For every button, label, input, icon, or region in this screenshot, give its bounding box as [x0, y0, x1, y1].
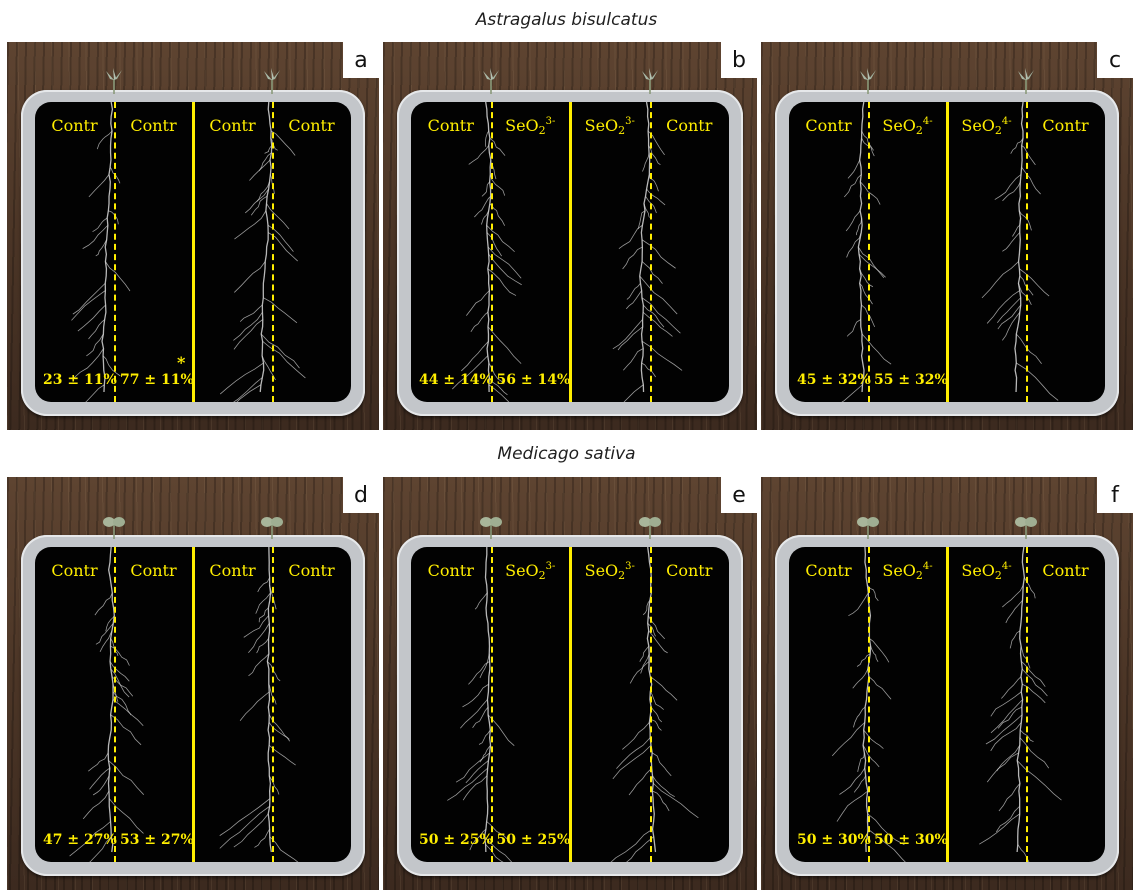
quadrant-label: Contr: [288, 116, 335, 135]
dashed-divider: [490, 102, 493, 402]
panel-b: b Contr SeO23- SeO23- Contr 44 ± 14% 56 ± 14%: [383, 42, 757, 430]
quadrant-label: Contr: [51, 116, 98, 135]
petri-dish: Contr SeO23- SeO23- Contr 50 ± 25% 50 ± 25%: [397, 535, 743, 876]
seedling-shoot: [479, 513, 503, 539]
seedling-shoot: [260, 68, 284, 94]
significance-marker: *: [177, 353, 186, 372]
right-percentage: 53 ± 27%: [120, 832, 194, 848]
seedling-shoot: [102, 513, 126, 539]
solid-divider: [569, 547, 572, 862]
panel-letter: b: [721, 42, 757, 78]
quadrant-label: SeO23-: [505, 561, 556, 582]
agar-plate: Contr SeO24- SeO24- Contr 50 ± 30% 50 ± 30%: [789, 547, 1105, 862]
dashed-divider: [1026, 102, 1028, 402]
panel-letter: f: [1097, 477, 1133, 513]
left-percentage: 50 ± 30%: [797, 832, 871, 848]
agar-plate: Contr SeO23- SeO23- Contr 44 ± 14% 56 ± 14%: [411, 102, 729, 402]
dashed-divider: [649, 102, 652, 402]
panel-letter: d: [343, 477, 379, 513]
right-percentage: 55 ± 32%: [874, 372, 948, 388]
dashed-divider: [649, 547, 652, 862]
quadrant-label: Contr: [288, 561, 335, 580]
quadrant-label: SeO23-: [584, 561, 635, 582]
quadrant-label: Contr: [1042, 116, 1089, 135]
dashed-divider: [272, 102, 274, 402]
dashed-divider: [868, 102, 870, 402]
dashed-divider: [1026, 547, 1028, 862]
quadrant-label: Contr: [130, 116, 177, 135]
root-systems: [71, 102, 306, 402]
quadrant-label: Contr: [427, 116, 474, 135]
panel-f: f Contr SeO24- SeO24- Contr 50 ± 30% 50 ± 30%: [761, 477, 1133, 890]
solid-divider: [946, 102, 949, 402]
panel-letter: a: [343, 42, 379, 78]
left-percentage: 47 ± 27%: [43, 832, 117, 848]
quadrant-label: SeO24-: [961, 561, 1012, 582]
solid-divider: [569, 102, 572, 402]
panel-a: a Contr Contr Contr Contr 23 ± 11% 77 ± 11% *: [7, 42, 379, 430]
agar-plate: Contr SeO23- SeO23- Contr 50 ± 25% 50 ± 25%: [411, 547, 729, 862]
agar-plate: Contr SeO24- SeO24- Contr 45 ± 32% 55 ± 32%: [789, 102, 1105, 402]
quadrant-label: Contr: [666, 561, 713, 580]
petri-dish: Contr Contr Contr Contr 23 ± 11% 77 ± 11% *: [21, 90, 365, 416]
quadrant-label: Contr: [1042, 561, 1089, 580]
quadrant-label: Contr: [805, 116, 852, 135]
panel-letter: c: [1097, 42, 1133, 78]
quadrant-label: Contr: [51, 561, 98, 580]
seedling-shoot: [638, 513, 662, 539]
right-percentage: 77 ± 11%: [120, 372, 194, 388]
right-percentage: 50 ± 25%: [496, 832, 571, 848]
quadrant-label: Contr: [666, 116, 713, 135]
root-systems: [841, 102, 1059, 402]
panel-d: d Contr Contr Contr Contr 47 ± 27% 53 ± 27%: [7, 477, 379, 890]
solid-divider: [192, 547, 195, 862]
dashed-divider: [490, 547, 493, 862]
seedling-shoot: [638, 68, 662, 94]
seedling-shoot: [260, 513, 284, 539]
petri-dish: Contr SeO23- SeO23- Contr 44 ± 14% 56 ± 14%: [397, 90, 743, 416]
right-percentage: 56 ± 14%: [496, 372, 571, 388]
petri-dish: Contr SeO24- SeO24- Contr 45 ± 32% 55 ± 32%: [775, 90, 1119, 416]
seedling-shoot: [856, 513, 880, 539]
dashed-divider: [868, 547, 870, 862]
seedling-shoot: [102, 68, 126, 94]
quadrant-label: Contr: [130, 561, 177, 580]
quadrant-label: SeO24-: [882, 561, 933, 582]
right-percentage: 50 ± 30%: [874, 832, 948, 848]
seedling-shoot: [1014, 513, 1038, 539]
solid-divider: [192, 102, 195, 402]
species-title-astragalus: Astragalus bisulcatus: [475, 10, 658, 30]
left-percentage: 23 ± 11%: [43, 372, 117, 388]
dashed-divider: [114, 102, 116, 402]
panel-letter: e: [721, 477, 757, 513]
quadrant-label: Contr: [209, 561, 256, 580]
quadrant-label: Contr: [427, 561, 474, 580]
petri-dish: Contr SeO24- SeO24- Contr 50 ± 30% 50 ± 30%: [775, 535, 1119, 876]
left-percentage: 50 ± 25%: [419, 832, 493, 848]
solid-divider: [946, 547, 949, 862]
seedling-shoot: [856, 68, 880, 94]
petri-dish: Contr Contr Contr Contr 47 ± 27% 53 ± 27%: [21, 535, 365, 876]
left-percentage: 45 ± 32%: [797, 372, 871, 388]
seedling-shoot: [479, 68, 503, 94]
dashed-divider: [272, 547, 274, 862]
left-percentage: 44 ± 14%: [419, 372, 493, 388]
panel-e: e Contr SeO23- SeO23- Contr 50 ± 25% 50 ± 25%: [383, 477, 757, 890]
quadrant-label: SeO24-: [882, 116, 933, 137]
quadrant-label: SeO24-: [961, 116, 1012, 137]
agar-plate: Contr Contr Contr Contr 47 ± 27% 53 ± 27%: [35, 547, 351, 862]
quadrant-label: SeO23-: [505, 116, 556, 137]
quadrant-label: Contr: [209, 116, 256, 135]
species-title-medicago: Medicago sativa: [497, 444, 636, 464]
dashed-divider: [114, 547, 116, 862]
agar-plate: Contr Contr Contr Contr 23 ± 11% 77 ± 11% *: [35, 102, 351, 402]
quadrant-label: SeO23-: [584, 116, 635, 137]
seedling-shoot: [1014, 68, 1038, 94]
panel-c: c Contr SeO24- SeO24- Contr 45 ± 32% 55 ± 32%: [761, 42, 1133, 430]
quadrant-label: Contr: [805, 561, 852, 580]
